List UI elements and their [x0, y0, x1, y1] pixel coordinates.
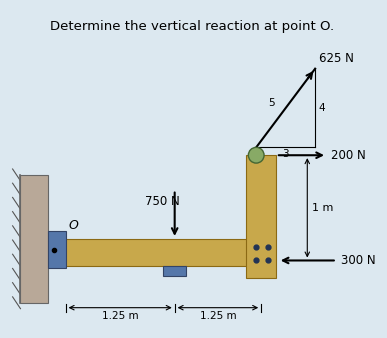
Text: 4: 4 [318, 103, 325, 113]
Bar [21, 175, 48, 303]
Bar [58, 239, 266, 266]
Text: O: O [68, 219, 79, 232]
Text: 200 N: 200 N [331, 149, 366, 162]
Text: 1 m: 1 m [312, 203, 334, 213]
Bar [163, 266, 187, 276]
Text: 3: 3 [283, 149, 289, 159]
Circle shape [248, 147, 264, 163]
Bar [48, 231, 66, 268]
Text: 750 N: 750 N [145, 195, 180, 208]
Text: 1.25 m: 1.25 m [102, 312, 139, 321]
Text: 300 N: 300 N [341, 254, 375, 267]
Text: 625 N: 625 N [319, 52, 354, 65]
Text: 1.25 m: 1.25 m [200, 312, 236, 321]
Text: Determine the vertical reaction at point O.: Determine the vertical reaction at point… [50, 21, 334, 33]
Bar [247, 155, 276, 278]
Text: 5: 5 [269, 98, 275, 108]
